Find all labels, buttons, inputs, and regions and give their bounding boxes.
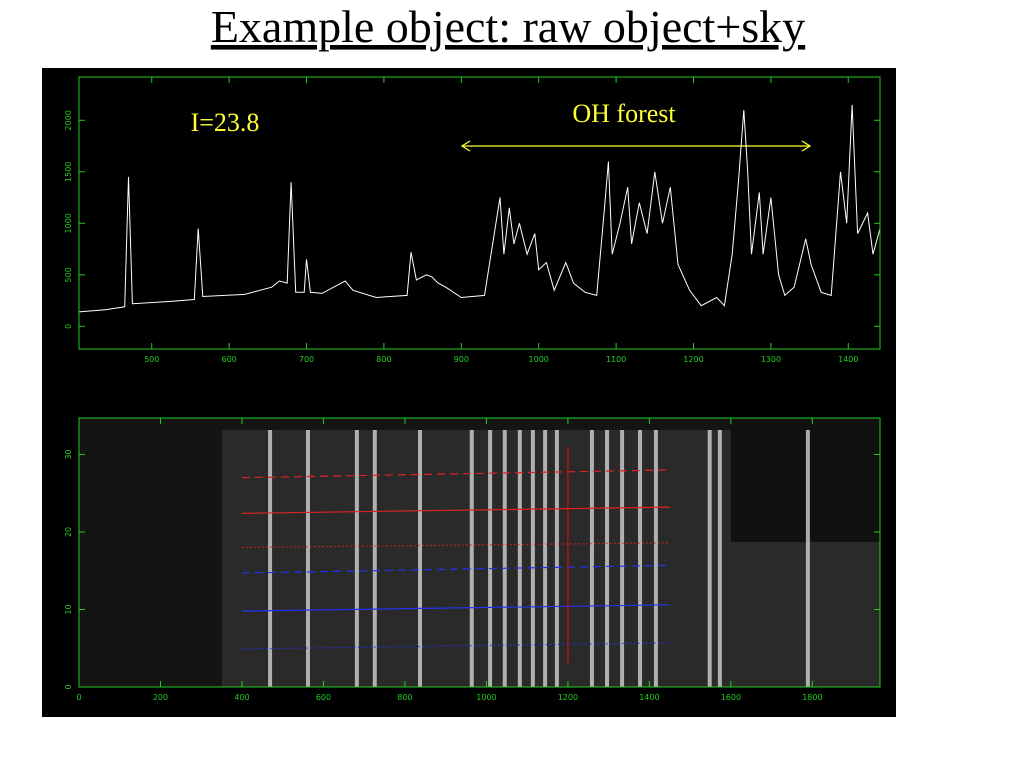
sky-line [653, 430, 658, 687]
y-tick-label: 1500 [64, 162, 73, 182]
trace [241, 604, 670, 612]
x-tick-label: 0 [76, 693, 81, 702]
x-tick-label: 800 [397, 693, 412, 702]
sky-line [530, 430, 535, 687]
x-tick-label: 600 [221, 355, 236, 364]
axes-frame [78, 76, 881, 350]
x-tick-label: 900 [454, 355, 469, 364]
sky-line [354, 430, 359, 687]
axes-frame [78, 417, 881, 688]
sky-line [717, 430, 722, 687]
sky-line [543, 430, 548, 687]
x-tick-label: 600 [316, 693, 331, 702]
sky-line [589, 430, 594, 687]
sky-line [805, 430, 810, 687]
sky-line [707, 430, 712, 687]
y-tick-label: 2000 [64, 110, 73, 130]
trace [241, 506, 670, 514]
x-tick-label: 1400 [639, 693, 659, 702]
y-tick-label: 30 [64, 449, 73, 459]
sky-line [620, 430, 625, 687]
x-tick-label: 500 [144, 355, 159, 364]
sky-line [305, 430, 310, 687]
x-tick-label: 1800 [802, 693, 822, 702]
slide-title: Example object: raw object+sky [211, 1, 805, 52]
y-tick-label: 20 [64, 527, 73, 537]
y-tick-label: 10 [64, 604, 73, 614]
trace [241, 469, 670, 479]
y-tick-label: 500 [64, 267, 73, 282]
y-tick-label: 1000 [64, 213, 73, 233]
trace [241, 564, 670, 574]
trace [241, 642, 670, 650]
x-tick-label: 1200 [683, 355, 703, 364]
annotation: OH forest [572, 99, 676, 128]
spectrum-image [79, 418, 880, 687]
x-tick-label: 1400 [838, 355, 858, 364]
x-tick-label: 1200 [558, 693, 578, 702]
sky-line [605, 430, 610, 687]
sky-line [488, 430, 493, 687]
x-tick-label: 700 [299, 355, 314, 364]
y-tick-label: 0 [64, 684, 73, 689]
x-tick-label: 1000 [476, 693, 496, 702]
x-tick-label: 200 [153, 693, 168, 702]
sky-line [517, 430, 522, 687]
x-tick-label: 800 [376, 355, 391, 364]
sky-line [418, 430, 423, 687]
x-tick-label: 1100 [606, 355, 626, 364]
sky-line [554, 430, 559, 687]
x-tick-label: 1300 [761, 355, 781, 364]
oh-arrow [460, 140, 812, 152]
x-tick-label: 1000 [529, 355, 549, 364]
sky-line [372, 430, 377, 687]
sky-line [469, 430, 474, 687]
x-tick-label: 400 [234, 693, 249, 702]
y-tick-label: 0 [64, 324, 73, 329]
x-tick-label: 1600 [721, 693, 741, 702]
sky-line [502, 430, 507, 687]
spectrum-line [78, 104, 881, 313]
trace [241, 542, 670, 549]
image-dark [730, 418, 880, 542]
sky-line [268, 430, 273, 687]
sky-line [638, 430, 643, 687]
annotation: I=23.8 [191, 108, 260, 137]
